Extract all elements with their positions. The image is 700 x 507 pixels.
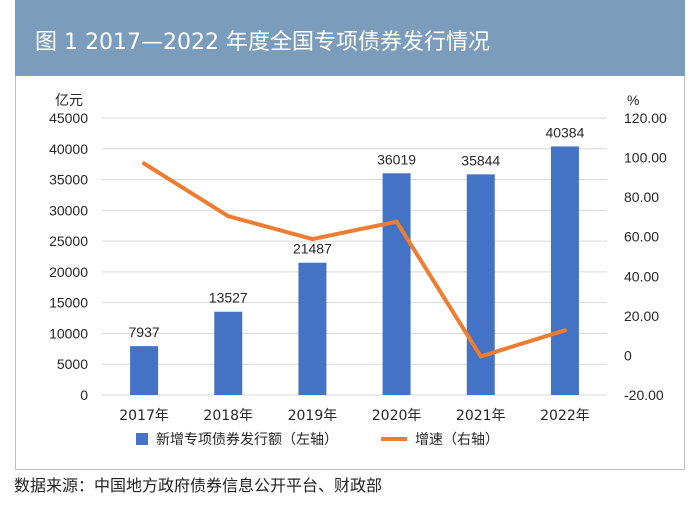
right-tick-label: -20.00 <box>624 387 664 403</box>
left-tick-label: 25000 <box>49 233 88 249</box>
left-tick-label: 40000 <box>49 141 88 157</box>
right-tick-label: 100.00 <box>624 150 667 166</box>
right-axis-unit: % <box>627 92 639 108</box>
right-tick-label: 20.00 <box>624 308 659 324</box>
bar <box>214 311 243 395</box>
right-tick-label: 40.00 <box>624 268 659 284</box>
right-tick-label: 120.00 <box>624 110 667 126</box>
category-label: 2021年 <box>456 408 506 424</box>
left-tick-label: 10000 <box>49 325 88 341</box>
growth-point <box>478 354 483 359</box>
left-tick-label: 20000 <box>49 264 88 280</box>
right-tick-label: 0 <box>624 347 632 363</box>
left-axis-unit: 亿元 <box>55 93 83 109</box>
bar-data-label: 7937 <box>129 324 160 340</box>
growth-point <box>562 328 567 333</box>
legend-bar-label: 新增专项债券发行额（左轴） <box>156 432 338 448</box>
category-label: 2022年 <box>540 408 590 424</box>
bar <box>298 262 327 395</box>
bar-data-label: 36019 <box>377 151 416 167</box>
source-note: 数据来源：中国地方政府债券信息公开平台、财政部 <box>14 476 383 495</box>
bar-data-label: 35844 <box>461 152 500 168</box>
growth-point <box>394 219 399 224</box>
left-tick-label: 35000 <box>49 172 88 188</box>
category-label: 2017年 <box>119 408 169 424</box>
left-tick-label: 5000 <box>57 356 88 372</box>
legend-line-label: 增速（右轴） <box>415 432 499 448</box>
bar-data-label: 21487 <box>293 241 332 257</box>
right-tick-label: 60.00 <box>624 229 659 245</box>
chart-title: 图 1 2017—2022 年度全国专项债券发行情况 <box>35 30 490 55</box>
left-tick-label: 30000 <box>49 202 88 218</box>
bar-data-label: 40384 <box>545 124 584 140</box>
bar <box>550 146 579 395</box>
growth-line <box>142 161 567 359</box>
bar <box>130 346 159 395</box>
growth-point <box>226 214 231 219</box>
category-label: 2018年 <box>203 408 253 424</box>
chart-svg: 0 5000 10000 15000 20000 25000 30000 35000 40000… <box>49 92 667 448</box>
legend-bar-swatch <box>136 433 148 445</box>
title-bar: 图 1 2017—2022 年度全国专项债券发行情况 <box>15 0 685 76</box>
right-tick-label: 80.00 <box>624 189 659 205</box>
bar <box>382 173 411 395</box>
left-tick-label: 45000 <box>49 110 88 126</box>
category-label: 2020年 <box>372 408 422 424</box>
category-label: 2019年 <box>288 408 338 424</box>
growth-point <box>310 237 315 242</box>
bar-data-label: 13527 <box>209 290 248 306</box>
left-tick-label: 0 <box>80 387 88 403</box>
growth-point <box>142 161 147 166</box>
figure: 图 1 2017—2022 年度全国专项债券发行情况 0 5000 10000 150… <box>15 0 685 471</box>
left-tick-label: 15000 <box>49 295 88 311</box>
bar <box>466 174 495 395</box>
